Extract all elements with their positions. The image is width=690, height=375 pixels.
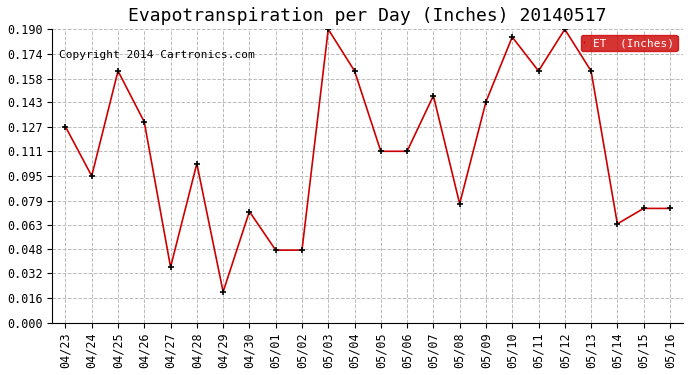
Legend: ET  (Inches): ET (Inches) xyxy=(581,35,678,51)
Text: Copyright 2014 Cartronics.com: Copyright 2014 Cartronics.com xyxy=(59,50,255,60)
Title: Evapotranspiration per Day (Inches) 20140517: Evapotranspiration per Day (Inches) 2014… xyxy=(128,7,607,25)
